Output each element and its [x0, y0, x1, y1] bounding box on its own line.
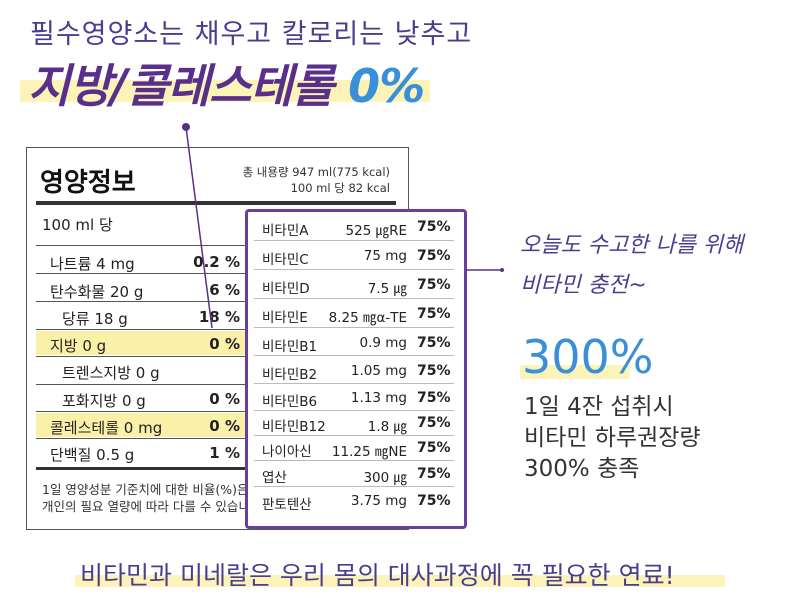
title-divider — [36, 201, 396, 205]
niacin: 나이아신 — [262, 444, 312, 460]
pantothenic-acid-pct: 75% — [417, 493, 451, 509]
footer-text: 비타민과 미네랄은 우리 몸의 대사과정에 꼭 필요한 연료! — [80, 561, 675, 590]
pantothenic-acid-amount: 3.75 mg — [350, 493, 407, 509]
vitamin-e: 비타민E — [262, 310, 308, 326]
footer-highlight — [75, 575, 725, 587]
vitamin-divider — [254, 327, 454, 328]
nutrient-fat-pct: 0 % — [209, 335, 240, 353]
vitamin-e-amount: 8.25 ㎎α-TE — [328, 310, 407, 326]
footnote: 1일 영양성분 기준치에 대한 비율(%)은 개인의 필요 열량에 따라 다를 … — [42, 481, 282, 515]
nutrient-protein: 단백질 0.5 g — [50, 446, 135, 464]
vitamin-b1-pct: 75% — [417, 335, 451, 351]
vitamin-a-pct: 75% — [417, 219, 451, 235]
folic-acid-amount: 300 ㎍ — [363, 470, 407, 486]
vitamin-b2-pct: 75% — [417, 363, 451, 379]
row-divider — [36, 301, 396, 302]
vitamin-d-amount: 7.5 ㎍ — [367, 281, 407, 297]
headline-highlight — [20, 80, 430, 102]
nutrient-sugar-pct: 18 % — [198, 308, 240, 326]
vitamin-b12: 비타민B12 — [262, 419, 326, 435]
subtitle: 필수영양소는 채우고 칼로리는 낮추고 — [30, 19, 473, 50]
nutrient-saturated-fat-pct: 0 % — [209, 390, 240, 408]
nutrient-sodium: 나트륨 4 mg — [50, 255, 135, 273]
daily-description: 1일 4잔 섭취시 비타민 하루권장량 300% 충족 — [524, 392, 701, 485]
big-highlight — [520, 365, 630, 379]
row-divider-bottom — [36, 467, 396, 470]
serving-basis: 100 ml 당 — [42, 216, 113, 234]
pantothenic-acid: 판토텐산 — [262, 497, 312, 513]
vitamin-a-amount: 525 ㎍RE — [345, 223, 407, 239]
nutrition-title: 영양정보 — [40, 168, 136, 198]
vitamin-c: 비타민C — [262, 252, 309, 268]
headline: 지방/콜레스테롤 0% — [28, 50, 425, 116]
row-divider — [36, 329, 396, 330]
meta-total: 총 내용량 947 ml(775 kcal) — [242, 165, 390, 179]
nutrient-fat: 지방 0 g — [50, 337, 107, 355]
vitamin-divider — [254, 410, 454, 411]
vitamin-b6: 비타민B6 — [262, 394, 318, 410]
row-divider — [36, 411, 396, 412]
vitamin-b2: 비타민B2 — [262, 367, 318, 383]
nutrient-carbs: 탄수화물 20 g — [50, 283, 144, 301]
vitamin-a: 비타민A — [262, 223, 309, 239]
desc-line1: 1일 4잔 섭취시 — [524, 394, 674, 420]
nutrient-trans-fat: 트렌스지방 0 g — [62, 364, 160, 382]
nutrient-sugar: 당류 18 g — [62, 310, 128, 328]
desc-line3: 300% 충족 — [524, 456, 640, 482]
row-divider — [36, 438, 396, 439]
desc-line2: 비타민 하루권장량 — [524, 425, 701, 451]
nutrient-cholesterol-pct: 0 % — [209, 417, 240, 435]
vitamin-divider — [254, 486, 454, 487]
footnote-line1: 1일 영양성분 기준치에 대한 비율(%)은 — [42, 482, 249, 497]
niacin-pct: 75% — [417, 440, 451, 456]
big-percent: 300% — [522, 330, 654, 384]
vitamin-divider — [254, 383, 454, 384]
nutrient-carbs-pct: 6 % — [209, 281, 240, 299]
niacin-amount: 11.25 ㎎NE — [331, 444, 407, 460]
nutrient-saturated-fat: 포화지방 0 g — [62, 392, 146, 410]
folic-acid-pct: 75% — [417, 466, 451, 482]
note-line2: 비타민 충전~ — [520, 273, 647, 298]
connector-line — [466, 268, 504, 272]
vitamin-b6-pct: 75% — [417, 390, 451, 406]
vitamin-b6-amount: 1.13 mg — [350, 390, 407, 406]
vitamin-c-pct: 75% — [417, 248, 451, 264]
vitamin-b12-pct: 75% — [417, 415, 451, 431]
vitamin-e-pct: 75% — [417, 306, 451, 322]
vitamin-b1: 비타민B1 — [262, 339, 318, 355]
row-divider — [36, 273, 396, 274]
vitamin-divider — [254, 298, 454, 299]
note-line1: 오늘도 수고한 나를 위해 — [520, 233, 744, 258]
row-divider — [36, 356, 396, 357]
vitamin-divider — [254, 460, 454, 461]
headline-text: 지방/콜레스테롤 — [28, 59, 349, 113]
headline-percent: 0% — [348, 59, 425, 113]
vitamin-c-amount: 75 mg — [363, 248, 407, 264]
nutrient-cholesterol: 콜레스테롤 0 mg — [50, 419, 163, 437]
vitamin-box — [245, 209, 467, 529]
nutrient-protein-pct: 1 % — [209, 444, 240, 462]
vitamin-d: 비타민D — [262, 281, 310, 297]
vitamin-divider — [254, 435, 454, 436]
vitamin-divider — [254, 269, 454, 270]
folic-acid: 엽산 — [262, 470, 287, 486]
nutrient-sodium-pct: 0.2 % — [193, 253, 240, 271]
vitamin-divider — [254, 240, 454, 241]
pointer-line — [182, 123, 213, 328]
row-divider — [36, 245, 396, 246]
vitamin-b12-amount: 1.8 ㎍ — [367, 419, 407, 435]
nutrition-meta: 총 내용량 947 ml(775 kcal) 100 ml 당 82 kcal — [190, 164, 390, 196]
row-divider — [36, 384, 396, 385]
meta-per: 100 ml 당 82 kcal — [290, 181, 390, 195]
vitamin-d-pct: 75% — [417, 277, 451, 293]
vitamin-b1-amount: 0.9 mg — [359, 335, 407, 351]
vitamin-b2-amount: 1.05 mg — [350, 363, 407, 379]
handwritten-note: 오늘도 수고한 나를 위해 비타민 충전~ — [520, 226, 743, 306]
footnote-line2: 개인의 필요 열량에 따라 다를 수 있습니 — [42, 499, 250, 514]
vitamin-divider — [254, 355, 454, 356]
